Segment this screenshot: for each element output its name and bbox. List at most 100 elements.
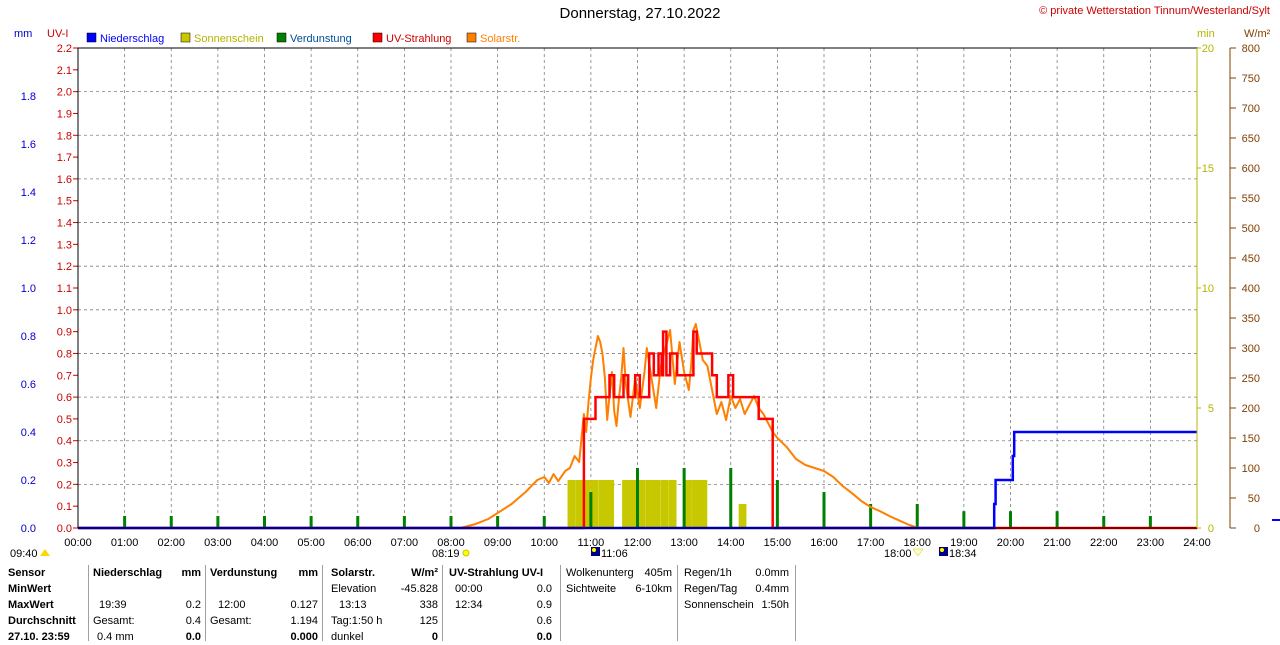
- stats-col-niederschlag: Niederschlag mm 19:39 0.2 Gesamt: 0.4 0.4 m…: [89, 563, 205, 643]
- x-tick-label: 14:00: [717, 537, 745, 549]
- sunset-icon: [939, 547, 948, 556]
- verdunstung-spike: [869, 504, 873, 528]
- sonnenschein-bar: [598, 480, 607, 528]
- min-tick-label: 5: [1208, 403, 1214, 415]
- sonnenschein-bar: [637, 480, 646, 528]
- stats-col-verdunstung: Verdunstung mm 12:00 0.127 Gesamt: 1.194 0.…: [206, 563, 322, 643]
- uv-tick-label: 1.8: [57, 130, 72, 142]
- stats-solar-dunkel-label: dunkel: [331, 631, 364, 643]
- verdunstung-spike: [636, 468, 639, 528]
- stats-verdunstung-gesamt-label: Gesamt:: [210, 615, 252, 627]
- x-tick-label: 05:00: [297, 537, 325, 549]
- legend-swatch-solar: [466, 32, 477, 43]
- uv-tick-label: 1.1: [57, 283, 72, 295]
- stats-wolkenunterg-value: 405m: [644, 567, 672, 579]
- verdunstung-spike: [1009, 511, 1012, 528]
- stats-sonnenschein-value: 1:50h: [761, 599, 789, 611]
- wm2-tick-label: 550: [1242, 193, 1260, 205]
- legend-swatch-sonnenschein: [180, 32, 191, 43]
- x-tick-label: 04:00: [251, 537, 279, 549]
- uv-tick-label: 2.1: [57, 65, 72, 77]
- wm2-tick-label: 0: [1254, 523, 1260, 535]
- uv-tick-label: 1.0: [57, 305, 72, 317]
- mm-tick-label: 0.4: [21, 427, 36, 439]
- uv-tick-label: 0.3: [57, 458, 72, 470]
- verdunstung-spike: [1148, 516, 1152, 528]
- uv-tick-label: 0.4: [57, 436, 72, 448]
- legend-label-solar: Solarstr.: [480, 33, 520, 45]
- uv-tick-label: 1.9: [57, 108, 72, 120]
- verdunstung-spike: [402, 516, 406, 528]
- x-tick-label: 17:00: [857, 537, 885, 549]
- sonnenschein-bar: [645, 480, 654, 528]
- wm2-tick-label: 150: [1242, 433, 1260, 445]
- moonset-label: 18:00: [884, 548, 912, 560]
- uv-tick-label: 0.7: [57, 370, 72, 382]
- stats-wolkenunterg-label: Wolkenunterg: [566, 567, 634, 579]
- verdunstung-spike: [263, 516, 266, 528]
- stats-sichtweite-value: 6-10km: [635, 583, 672, 595]
- moonrise-icon: [40, 549, 50, 556]
- uv-tick-label: 1.2: [57, 261, 72, 273]
- axis-title-uv: UV-I: [47, 28, 68, 40]
- mm-tick-label: 0.0: [21, 523, 36, 535]
- weather-chart: Niederschlag Sonnenschein Verdunstung UV…: [10, 28, 1280, 560]
- stats-niederschlag-header: Niederschlag: [93, 567, 163, 579]
- uv-tick-label: 0.2: [57, 479, 72, 491]
- statistics-table: Sensor MinWert MaxWert Durchschnitt 27.1…: [0, 563, 1280, 643]
- sonnenschein-bar: [629, 480, 638, 528]
- uv-tick-label: 1.3: [57, 239, 72, 251]
- stats-verdunstung-gesamt-value: 1.194: [290, 615, 318, 627]
- sonnenschein-bar: [582, 480, 591, 528]
- uv-tick-label: 0.6: [57, 392, 72, 404]
- stats-niederschlag-gesamt-value: 0.4: [185, 615, 201, 627]
- stats-sichtweite-label: Sichtweite: [566, 583, 617, 595]
- x-tick-label: 11:00: [578, 537, 605, 549]
- wm2-tick-label: 50: [1248, 493, 1260, 505]
- sonnenschein-bar: [575, 480, 584, 528]
- sonnenschein-bar: [684, 480, 692, 528]
- niederschlag-line: [78, 430, 1197, 530]
- page-title: Donnerstag, 27.10.2022: [559, 5, 721, 22]
- stats-col-uv: UV-Strahlung UV-I 00:00 0.0 12:34 0.9 0.6 …: [443, 563, 560, 643]
- stats-solar-elevation-label: Elevation: [331, 583, 377, 595]
- uv-tick-label: 0.1: [57, 501, 72, 513]
- verdunstung-spike: [496, 516, 500, 528]
- x-tick-label: 06:00: [344, 537, 372, 549]
- stats-col-wolken: Wolkenunterg 405m Sichtweite 6-10km: [561, 563, 677, 641]
- sonnenschein-bar: [622, 480, 630, 528]
- stats-sonnenschein-label: Sonnenschein: [684, 599, 754, 611]
- stats-timestamp: 27.10. 23:59: [8, 631, 70, 643]
- sonnenschein-bar: [660, 480, 669, 528]
- uv-tick-label: 2.2: [57, 43, 72, 55]
- sonnenschein-bar: [652, 480, 661, 528]
- sun-moon-markers: 09:40 08:19 11:06 18:00 18:34: [10, 547, 977, 560]
- x-tick-label: 19:00: [950, 537, 978, 549]
- verdunstung-spike: [169, 516, 173, 528]
- wm2-tick-label: 650: [1242, 133, 1260, 145]
- stats-niederschlag-max-time: 19:39: [99, 599, 127, 611]
- stats-solar-tag-value: 125: [419, 615, 438, 627]
- x-tick-label: 23:00: [1137, 537, 1165, 549]
- uv-tick-label: 0.5: [57, 414, 72, 426]
- sonnenschein-bar: [668, 480, 677, 528]
- wm2-tick-label: 300: [1242, 343, 1260, 355]
- stats-maxwert-label: MaxWert: [8, 599, 54, 611]
- x-tick-label: 08:00: [437, 537, 465, 549]
- stats-solar-max-time: 13:13: [339, 599, 367, 611]
- min-tick-label: 20: [1202, 43, 1214, 55]
- uv-tick-label: 1.4: [57, 218, 72, 230]
- verdunstung-spike: [542, 516, 546, 528]
- stats-sensor-header: Sensor: [8, 567, 46, 579]
- stats-solar-dunkel-value: 0: [431, 631, 438, 643]
- stats-uv-min-time: 00:00: [455, 583, 483, 595]
- x-tick-label: 00:00: [64, 537, 92, 549]
- mm-tick-label: 0.2: [21, 475, 36, 487]
- x-tick-label: 03:00: [204, 537, 232, 549]
- mm-tick-label: 1.4: [21, 187, 36, 199]
- verdunstung-spike: [356, 516, 360, 528]
- sonnenschein-bar: [699, 480, 708, 528]
- verdunstung-spike: [962, 511, 966, 528]
- sonnenschein-bar: [590, 480, 599, 528]
- sunrise-label: 08:19: [432, 548, 460, 560]
